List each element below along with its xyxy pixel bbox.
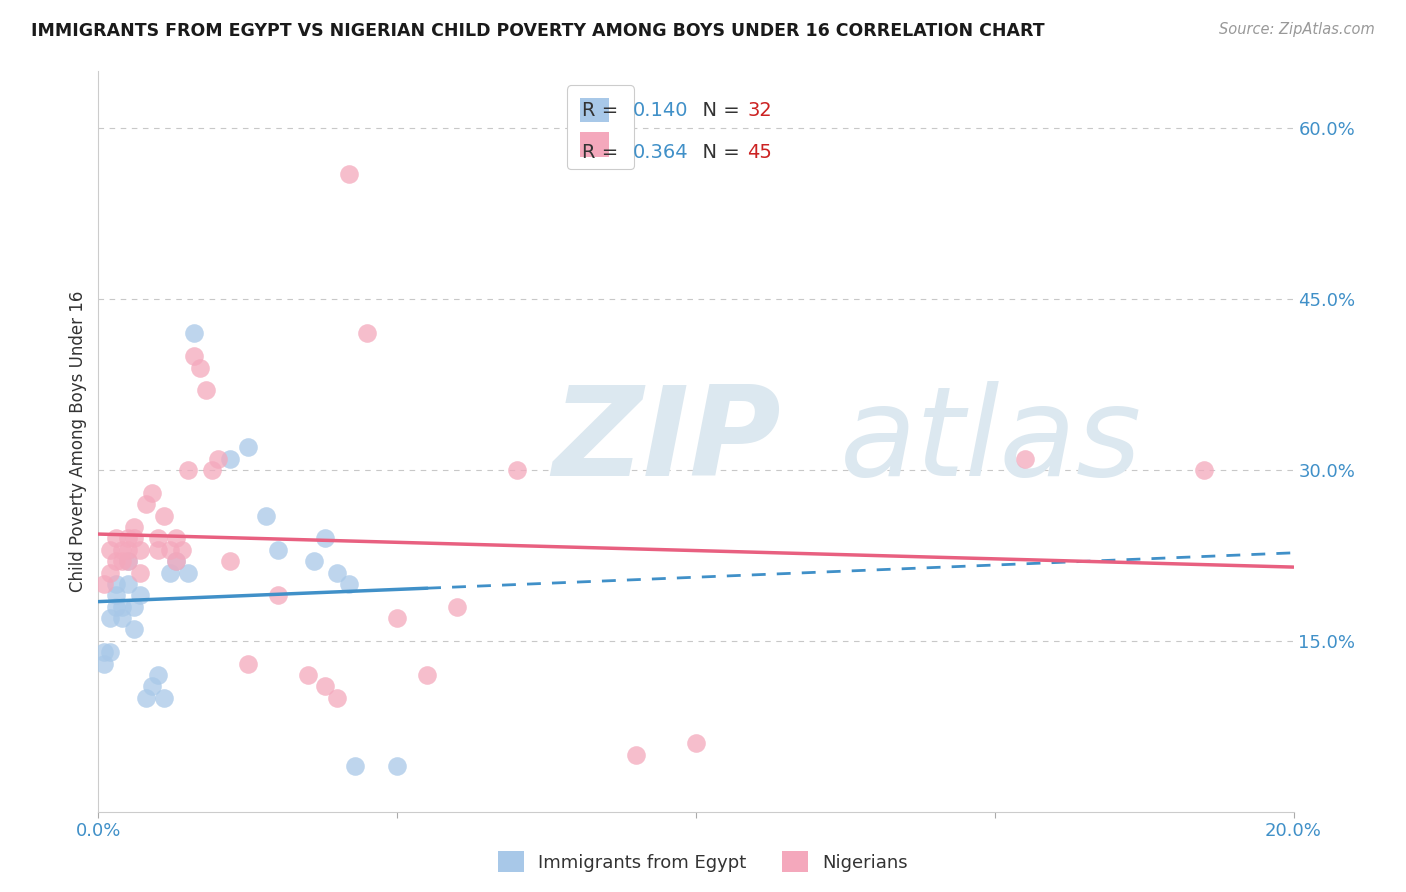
Point xyxy=(344,759,367,773)
Point xyxy=(129,566,152,580)
Text: R =: R = xyxy=(582,143,624,161)
Point xyxy=(685,736,707,750)
Point xyxy=(135,690,157,705)
Y-axis label: Child Poverty Among Boys Under 16: Child Poverty Among Boys Under 16 xyxy=(69,291,87,592)
Point xyxy=(93,645,115,659)
Point xyxy=(506,463,529,477)
Point xyxy=(135,497,157,511)
Point xyxy=(416,668,439,682)
Point xyxy=(129,588,152,602)
Point xyxy=(165,532,187,546)
Text: 45: 45 xyxy=(747,143,772,161)
Point xyxy=(254,508,277,523)
Point xyxy=(339,577,361,591)
Point xyxy=(159,542,181,557)
Text: N =: N = xyxy=(689,101,745,120)
Point xyxy=(98,566,122,580)
Text: 0.364: 0.364 xyxy=(633,143,688,161)
Text: IMMIGRANTS FROM EGYPT VS NIGERIAN CHILD POVERTY AMONG BOYS UNDER 16 CORRELATION : IMMIGRANTS FROM EGYPT VS NIGERIAN CHILD … xyxy=(31,22,1045,40)
Point xyxy=(117,554,139,568)
Point xyxy=(105,554,128,568)
Point xyxy=(111,599,134,614)
Point xyxy=(385,611,409,625)
Point xyxy=(385,759,409,773)
Point xyxy=(219,554,242,568)
Point xyxy=(326,566,349,580)
Point xyxy=(117,542,139,557)
Point xyxy=(236,440,259,454)
Point xyxy=(111,542,134,557)
Point xyxy=(165,554,187,568)
Point xyxy=(339,167,361,181)
Point xyxy=(98,645,122,659)
Point xyxy=(165,554,187,568)
Point xyxy=(1192,463,1215,477)
Point xyxy=(153,690,176,705)
Point xyxy=(315,532,337,546)
Point xyxy=(148,668,170,682)
Text: atlas: atlas xyxy=(839,381,1142,502)
Text: Source: ZipAtlas.com: Source: ZipAtlas.com xyxy=(1219,22,1375,37)
Point xyxy=(267,588,290,602)
Point xyxy=(98,611,122,625)
Point xyxy=(105,599,128,614)
Point xyxy=(159,566,181,580)
Point xyxy=(148,532,170,546)
Point xyxy=(105,588,128,602)
Legend: Immigrants from Egypt, Nigerians: Immigrants from Egypt, Nigerians xyxy=(489,842,917,881)
Point xyxy=(148,542,170,557)
Point xyxy=(267,542,290,557)
Point xyxy=(98,542,122,557)
Point xyxy=(153,508,176,523)
Point xyxy=(1014,451,1036,466)
Text: N =: N = xyxy=(689,143,745,161)
Point xyxy=(297,668,319,682)
Point xyxy=(183,349,205,363)
Text: ZIP: ZIP xyxy=(553,381,782,502)
Point xyxy=(93,657,115,671)
Point xyxy=(446,599,468,614)
Point xyxy=(93,577,115,591)
Text: 32: 32 xyxy=(747,101,772,120)
Point xyxy=(124,623,146,637)
Point xyxy=(302,554,325,568)
Point xyxy=(124,520,146,534)
Point xyxy=(326,690,349,705)
Point xyxy=(356,326,378,341)
Point xyxy=(111,554,134,568)
Point xyxy=(626,747,648,762)
Point xyxy=(188,360,211,375)
Point xyxy=(219,451,242,466)
Point xyxy=(117,577,139,591)
Point xyxy=(236,657,259,671)
Point xyxy=(105,577,128,591)
Point xyxy=(129,542,152,557)
Point xyxy=(207,451,229,466)
Point xyxy=(117,532,139,546)
Point xyxy=(195,384,218,398)
Point xyxy=(177,463,200,477)
Point xyxy=(124,532,146,546)
Text: R =: R = xyxy=(582,101,624,120)
Text: 0.140: 0.140 xyxy=(633,101,688,120)
Point xyxy=(111,611,134,625)
Point xyxy=(172,542,194,557)
Point xyxy=(124,599,146,614)
Point xyxy=(117,554,139,568)
Point xyxy=(105,532,128,546)
Legend: , : , xyxy=(567,86,634,169)
Point xyxy=(201,463,224,477)
Point xyxy=(141,485,163,500)
Point xyxy=(183,326,205,341)
Point xyxy=(141,680,163,694)
Point xyxy=(315,680,337,694)
Point xyxy=(177,566,200,580)
